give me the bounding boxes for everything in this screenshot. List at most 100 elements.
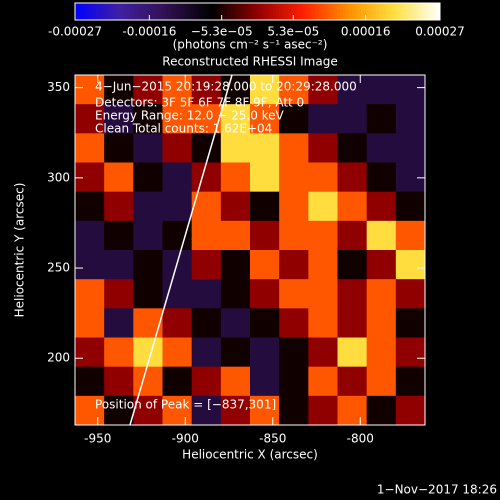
heatmap-cell xyxy=(308,279,338,309)
colorbar-swatch xyxy=(78,3,82,20)
colorbar-swatch xyxy=(363,3,368,20)
colorbar-swatch xyxy=(172,3,176,20)
colorbar-swatch xyxy=(141,3,146,20)
heatmap-cell xyxy=(366,104,397,134)
heatmap-cell xyxy=(220,337,251,368)
heatmap-cell xyxy=(337,104,368,134)
colorbar-swatch xyxy=(427,3,432,20)
heatmap-cell xyxy=(366,191,397,222)
heatmap-cell xyxy=(279,162,309,193)
heatmap-cell xyxy=(162,395,193,426)
colorbar-swatch xyxy=(75,3,79,20)
colorbar-swatch xyxy=(199,3,204,20)
heatmap-cell xyxy=(279,75,309,105)
heatmap-cell xyxy=(191,162,222,193)
heatmap-cell xyxy=(250,337,280,368)
colorbar-swatch xyxy=(105,3,109,20)
heatmap-cell xyxy=(308,395,338,426)
heatmap-cell xyxy=(395,337,426,368)
heatmap-cell xyxy=(104,337,134,368)
colorbar-swatch xyxy=(351,3,356,20)
heatmap-cell xyxy=(366,220,397,251)
heatmap-cell xyxy=(308,250,338,280)
colorbar-swatch xyxy=(412,3,417,20)
colorbar-swatch xyxy=(190,3,195,20)
heatmap-cell xyxy=(366,395,397,426)
heatmap-cell xyxy=(75,104,105,134)
colorbar-swatch xyxy=(135,3,140,20)
colorbar-swatch xyxy=(318,3,322,20)
colorbar-swatch xyxy=(306,3,310,20)
heatmap-cell xyxy=(75,75,105,105)
colorbar-swatch xyxy=(433,3,438,20)
colorbar-swatch xyxy=(230,3,234,20)
heatmap-cell xyxy=(191,250,222,280)
heatmap-cell xyxy=(104,75,134,105)
colorbar-swatch xyxy=(436,3,441,20)
colorbar-swatch xyxy=(160,3,164,20)
heatmap-cell xyxy=(337,133,368,163)
heatmap-cell xyxy=(366,308,397,338)
heatmap-cell xyxy=(162,279,193,309)
heatmap-cell xyxy=(308,162,338,193)
heatmap-cell xyxy=(279,395,309,426)
heatmap-cell xyxy=(75,279,105,309)
heatmap-cell xyxy=(133,220,163,251)
colorbar-swatch xyxy=(214,3,219,20)
heatmap-cell xyxy=(279,337,309,368)
image xyxy=(75,75,426,426)
y-tick-label: 350 xyxy=(47,80,70,94)
colorbar-swatch xyxy=(348,3,353,20)
colorbar-swatch xyxy=(290,3,295,20)
limb-line xyxy=(129,74,233,426)
heatmap-cell xyxy=(104,250,134,280)
colorbar-swatch xyxy=(330,3,335,20)
heatmap-cell xyxy=(250,279,280,309)
colorbar-tick-label: 0.00027 xyxy=(415,25,465,39)
heatmap-cell xyxy=(104,279,134,309)
heatmap-cell xyxy=(337,337,368,368)
colorbar-swatch xyxy=(245,3,249,20)
heatmap-cell xyxy=(220,366,251,397)
heatmap-cell xyxy=(162,162,193,193)
heatmap-cell xyxy=(133,133,163,163)
heatmap-cell xyxy=(366,279,397,309)
heatmap-cell xyxy=(191,279,222,309)
colorbar-swatch xyxy=(157,3,161,20)
heatmap-cell xyxy=(220,220,251,251)
colorbar-swatch xyxy=(151,3,155,20)
heatmap-cell xyxy=(104,308,134,338)
colorbar-swatch xyxy=(148,3,152,20)
chart-title: Reconstructed RHESSI Image xyxy=(162,55,337,69)
heatmap-cell xyxy=(75,308,105,338)
heatmap-cell xyxy=(133,366,163,397)
heatmap-cell xyxy=(337,191,368,222)
heatmap-cell xyxy=(75,191,105,222)
colorbar-tick-label: -0.00027 xyxy=(48,25,102,39)
colorbar-swatch xyxy=(287,3,292,20)
heatmap-cell xyxy=(279,366,309,397)
heatmap-cell xyxy=(220,133,251,163)
heatmap-cell xyxy=(308,104,338,134)
heatmap-cell xyxy=(279,308,309,338)
colorbar-swatch xyxy=(254,3,258,20)
colorbar-swatch xyxy=(327,3,331,20)
annotation: 4−Jun−2015 20:19:28.000 to 20:29:28.000 xyxy=(95,80,357,94)
colorbar-swatch xyxy=(224,3,228,20)
colorbar-tick-label: 5.3e−05 xyxy=(267,25,319,39)
colorbar xyxy=(75,3,441,20)
heatmap-cell xyxy=(395,104,426,134)
heatmap-cell xyxy=(308,75,338,105)
colorbar-swatch xyxy=(120,3,125,20)
colorbar-swatch xyxy=(260,3,265,20)
heatmap-cell xyxy=(220,162,251,193)
colorbar-units: (photons cm⁻² s⁻¹ asec⁻²) xyxy=(173,38,328,52)
heatmap-cell xyxy=(133,395,163,426)
x-axis-label: Heliocentric X (arcsec) xyxy=(182,448,318,462)
heatmap-cell xyxy=(191,337,222,368)
colorbar-swatch xyxy=(294,3,298,20)
colorbar-swatch xyxy=(187,3,192,20)
heatmap-cell xyxy=(220,395,251,426)
heatmap-cell xyxy=(366,133,397,163)
